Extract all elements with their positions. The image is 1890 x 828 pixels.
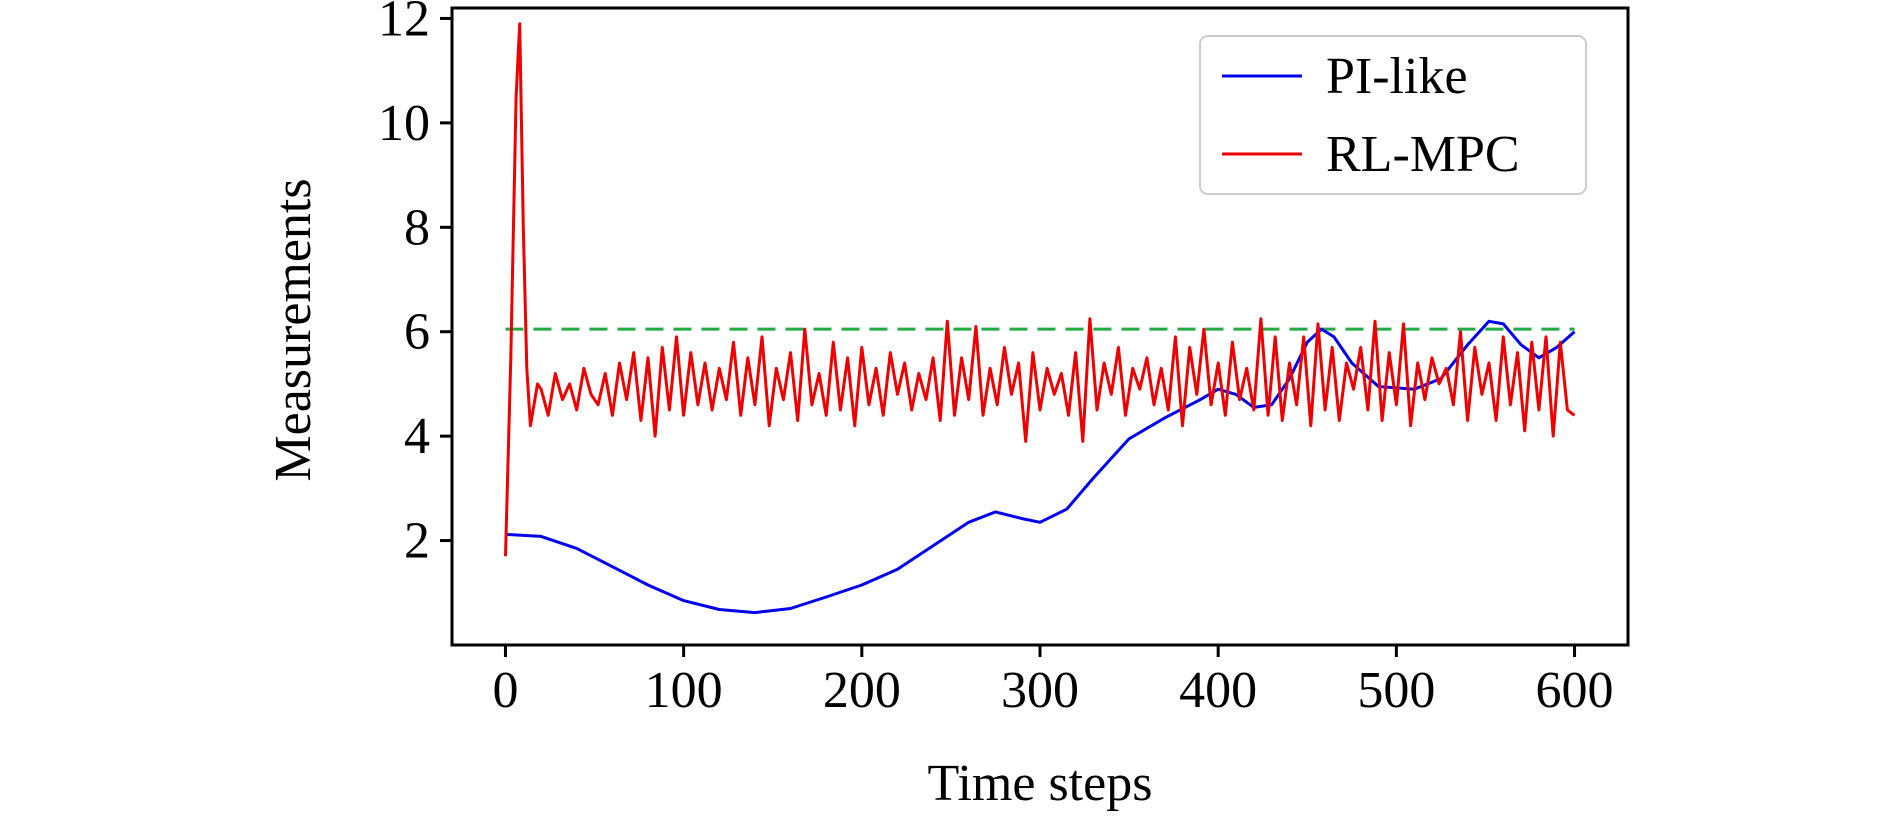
- y-tick-label: 8: [404, 199, 430, 256]
- legend-label-pi-like: PI-like: [1326, 48, 1468, 105]
- legend-label-rl-mpc: RL-MPC: [1326, 126, 1520, 183]
- x-tick-label: 200: [823, 662, 901, 719]
- y-tick-label: 2: [404, 513, 430, 570]
- x-tick-label: 400: [1179, 662, 1257, 719]
- x-tick-label: 100: [645, 662, 723, 719]
- y-tick-label: 4: [404, 408, 430, 465]
- y-tick-label: 10: [378, 95, 430, 152]
- y-tick-label: 6: [404, 304, 430, 361]
- series-line-rl-mpc: [504, 22, 1576, 557]
- x-tick-label: 0: [492, 662, 518, 719]
- x-tick-label: 300: [1001, 662, 1079, 719]
- y-tick-label: 12: [378, 0, 430, 47]
- legend: PI-like RL-MPC: [1199, 35, 1587, 195]
- x-axis-label: Time steps: [928, 755, 1153, 812]
- x-tick-label: 600: [1536, 662, 1614, 719]
- x-tick-label: 500: [1357, 662, 1435, 719]
- series-line-pi-like: [505, 319, 1576, 615]
- y-axis-label: Measurements: [265, 178, 322, 481]
